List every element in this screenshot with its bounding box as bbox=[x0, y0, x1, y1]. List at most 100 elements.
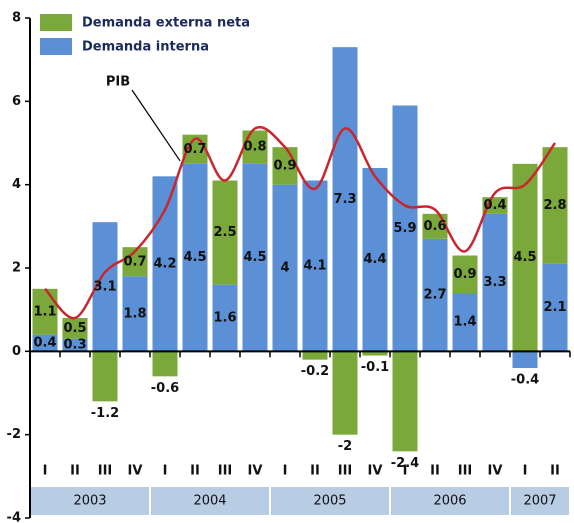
y-tick-label: 2 bbox=[12, 261, 21, 276]
quarter-label: II bbox=[550, 464, 560, 479]
bar-segment bbox=[542, 147, 568, 264]
quarter-label: IV bbox=[368, 464, 383, 479]
value-label: 2.1 bbox=[543, 300, 566, 315]
y-tick-label: 6 bbox=[12, 94, 21, 109]
year-band bbox=[31, 487, 149, 515]
pib-pointer bbox=[131, 89, 181, 162]
value-label: 4.5 bbox=[243, 250, 266, 265]
bar-segment bbox=[392, 351, 418, 452]
bar-segment bbox=[422, 238, 448, 352]
bar-segment bbox=[182, 163, 208, 352]
legend-label: Demanda externa neta bbox=[82, 16, 250, 31]
value-label: 2.8 bbox=[543, 198, 566, 213]
year-label: 2005 bbox=[313, 494, 346, 509]
quarter-label: II bbox=[190, 464, 200, 479]
value-label: 0.5 bbox=[63, 321, 86, 336]
year-label: 2007 bbox=[523, 494, 556, 509]
bar-segment bbox=[482, 213, 508, 352]
quarter-label: I bbox=[163, 464, 168, 479]
bar-segment bbox=[62, 338, 88, 352]
year-label: 2004 bbox=[193, 494, 226, 509]
quarter-label: II bbox=[430, 464, 440, 479]
quarter-label: III bbox=[458, 464, 473, 479]
bar-segment bbox=[242, 130, 268, 164]
bar-segment bbox=[302, 351, 328, 360]
bar-segment bbox=[332, 351, 358, 435]
value-label: 7.3 bbox=[333, 192, 356, 207]
value-label: 0.7 bbox=[123, 254, 146, 269]
value-label: 2.7 bbox=[423, 288, 446, 303]
bar-segment bbox=[62, 318, 88, 339]
bar-segment bbox=[152, 351, 178, 377]
value-label: 4.4 bbox=[363, 252, 386, 267]
quarter-label: III bbox=[98, 464, 113, 479]
bar-segment bbox=[452, 255, 478, 293]
value-label: 4.5 bbox=[513, 250, 536, 265]
bar-segment bbox=[392, 105, 418, 352]
quarter-label: IV bbox=[488, 464, 503, 479]
bar-segment bbox=[452, 293, 478, 352]
value-label: 1.1 bbox=[33, 304, 56, 319]
value-label: 0.6 bbox=[423, 219, 446, 234]
value-label: 4.5 bbox=[183, 250, 206, 265]
pib-line bbox=[44, 125, 557, 320]
value-label: -0.6 bbox=[151, 381, 179, 396]
bar-segment bbox=[332, 47, 358, 352]
quarter-label: III bbox=[218, 464, 233, 479]
bar-segment bbox=[122, 276, 148, 352]
bar-segment bbox=[272, 184, 298, 352]
y-tick-label: -4 bbox=[7, 511, 21, 523]
quarter-label: IV bbox=[248, 464, 263, 479]
value-label: 5.9 bbox=[393, 221, 416, 236]
bar-segment bbox=[422, 213, 448, 239]
legend-label: Demanda interna bbox=[82, 40, 209, 55]
quarter-label: II bbox=[70, 464, 80, 479]
value-label: 1.8 bbox=[123, 306, 146, 321]
bar-segment bbox=[362, 168, 388, 352]
value-label: 3.1 bbox=[93, 279, 116, 294]
value-label: -0.1 bbox=[361, 360, 389, 375]
value-label: 0.4 bbox=[483, 198, 506, 213]
bar-segment bbox=[242, 163, 268, 352]
value-label: -2 bbox=[338, 439, 352, 454]
year-band bbox=[511, 487, 569, 515]
value-label: 0.4 bbox=[33, 336, 56, 351]
bar-segment bbox=[212, 284, 238, 352]
bar-segment bbox=[302, 180, 328, 352]
pib-label: PIB bbox=[106, 75, 130, 90]
value-label: 0.9 bbox=[453, 267, 476, 282]
value-label: -0.4 bbox=[511, 373, 539, 388]
y-tick-label: 4 bbox=[12, 177, 21, 192]
value-label: 4.2 bbox=[153, 256, 176, 271]
year-band bbox=[391, 487, 509, 515]
value-label: 0.7 bbox=[183, 142, 206, 157]
bar-segment bbox=[512, 163, 538, 352]
quarter-label: I bbox=[283, 464, 288, 479]
value-label: 4.1 bbox=[303, 258, 326, 273]
year-band bbox=[271, 487, 389, 515]
bar-segment bbox=[272, 147, 298, 185]
value-label: 1.4 bbox=[453, 315, 476, 330]
year-label: 2003 bbox=[73, 494, 106, 509]
value-label: -1.2 bbox=[91, 406, 119, 421]
bar-segment bbox=[512, 351, 538, 368]
quarter-label: I bbox=[523, 464, 528, 479]
quarter-label: II bbox=[310, 464, 320, 479]
quarter-label: I bbox=[43, 464, 48, 479]
bar-segment bbox=[362, 351, 388, 356]
value-label: 3.3 bbox=[483, 275, 506, 290]
year-label: 2006 bbox=[433, 494, 466, 509]
quarter-label: IV bbox=[128, 464, 143, 479]
year-band bbox=[151, 487, 269, 515]
quarter-label: I bbox=[403, 464, 408, 479]
quarter-label: III bbox=[338, 464, 353, 479]
bar-segment bbox=[212, 180, 238, 285]
value-label: 0.9 bbox=[273, 158, 296, 173]
y-tick-label: -2 bbox=[7, 427, 21, 442]
bar-segment bbox=[32, 334, 58, 352]
legend-swatch bbox=[40, 14, 72, 31]
bar-segment bbox=[92, 351, 118, 402]
y-tick-label: 0 bbox=[12, 344, 21, 359]
value-label: -0.2 bbox=[301, 364, 329, 379]
